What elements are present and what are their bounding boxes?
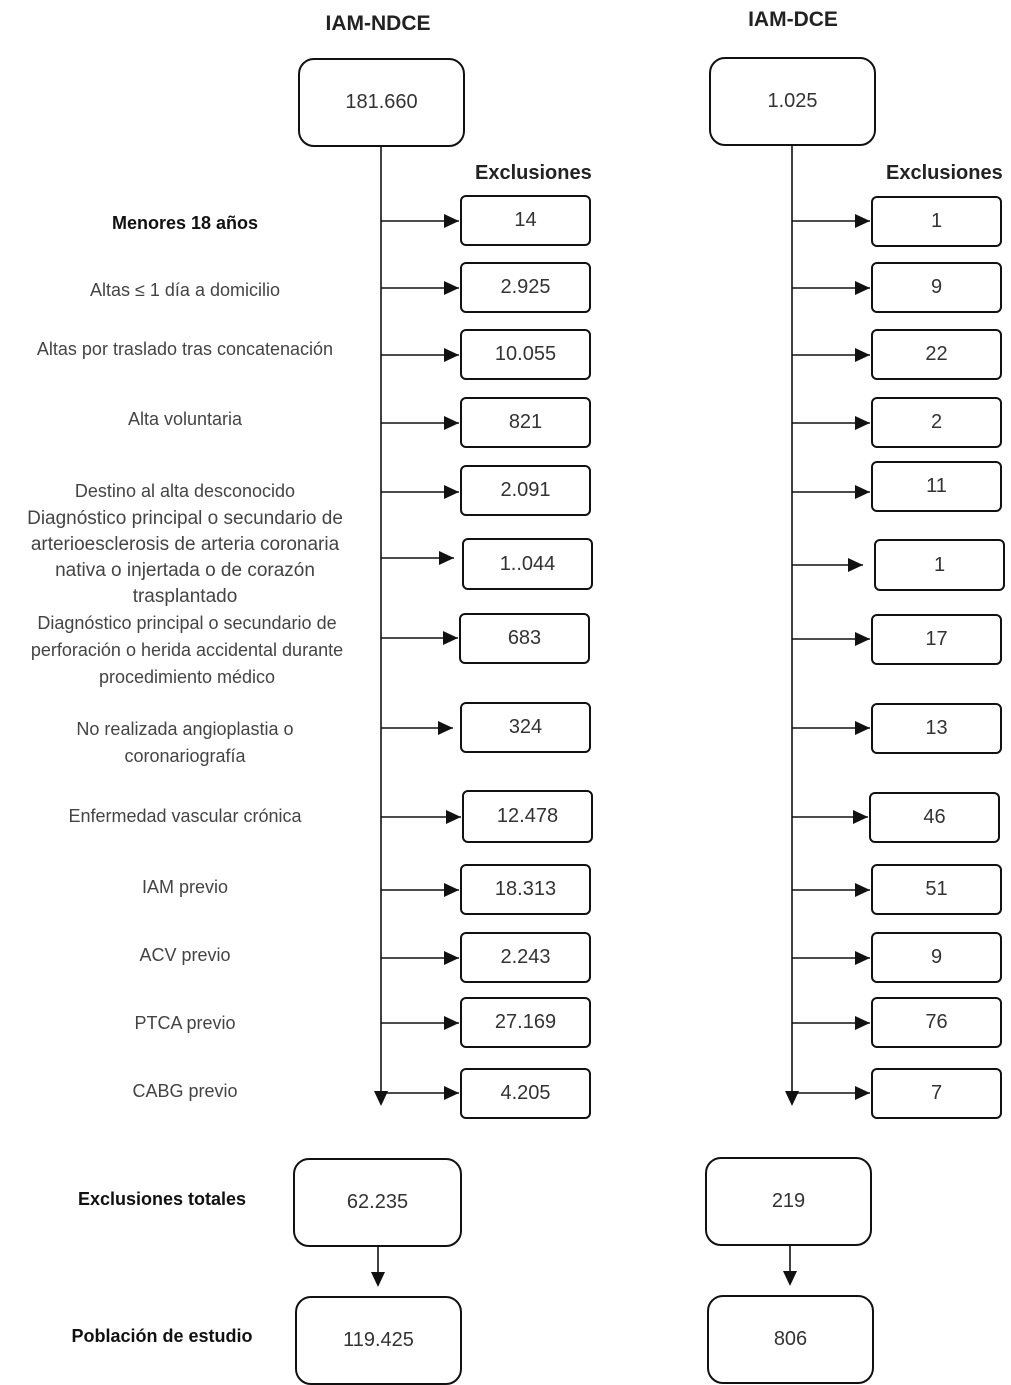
left-exclusion-box: 27.169	[460, 997, 591, 1048]
criterion-label: Alta voluntaria	[127, 409, 243, 429]
right-exclusion-box: 22	[871, 329, 1002, 380]
right-column-title: IAM-DCE	[748, 8, 838, 31]
left-branch-arrowhead	[444, 485, 459, 499]
left-exclusion-box: 683	[459, 613, 590, 664]
right-exclusion-box: 9	[871, 932, 1002, 983]
right-exclusion-box: 51	[871, 864, 1002, 915]
right-branch-arrowhead	[853, 810, 868, 824]
criterion-label: Enfermedad vascular crónica	[68, 806, 302, 826]
right-branch-arrowhead	[855, 485, 870, 499]
criterion-label: Destino al alta desconocido	[74, 481, 296, 501]
total-exclusions-label: Exclusiones totales	[77, 1189, 247, 1209]
left-branch-arrowhead	[439, 551, 454, 565]
left-total-arrowhead	[371, 1272, 385, 1287]
criterion-label: ACV previo	[139, 945, 231, 965]
left-branch-arrowhead	[444, 951, 459, 965]
left-exclusion-box: 10.055	[460, 329, 591, 380]
right-branch-arrowhead	[855, 721, 870, 735]
right-branch-arrowhead	[848, 558, 863, 572]
right-exclusion-box: 17	[871, 614, 1002, 665]
left-branch-arrowhead	[444, 1086, 459, 1100]
right-exclusion-box: 11	[871, 461, 1002, 512]
study-population-label: Población de estudio	[71, 1326, 253, 1346]
right-exclusion-box: 1	[874, 539, 1005, 591]
criterion-label: IAM previo	[141, 877, 229, 897]
left-total-exclusions-box: 62.235	[293, 1158, 462, 1247]
left-branch-arrowhead	[438, 721, 453, 735]
criterion-label: No realizada angioplastia o coronariogra…	[76, 719, 294, 766]
right-start-count-box: 1.025	[709, 57, 876, 146]
right-branch-arrowhead	[855, 951, 870, 965]
criterion-label: Altas por traslado tras concatenación	[36, 339, 334, 359]
left-branch-arrowhead	[444, 883, 459, 897]
right-exclusion-box: 76	[871, 997, 1002, 1048]
left-exclusion-box: 821	[460, 397, 591, 448]
right-branch-arrowhead	[855, 632, 870, 646]
criterion-label: CABG previo	[132, 1081, 238, 1101]
right-total-exclusions-box: 219	[705, 1157, 872, 1246]
right-spine-arrowhead	[785, 1091, 799, 1106]
left-exclusion-box: 12.478	[462, 790, 593, 843]
right-branch-arrowhead	[855, 883, 870, 897]
right-branch-arrowhead	[855, 281, 870, 295]
left-branch-arrowhead	[446, 810, 461, 824]
left-start-count-box: 181.660	[298, 58, 465, 147]
left-exclusions-heading: Exclusiones	[475, 162, 592, 184]
left-spine-arrowhead	[374, 1091, 388, 1106]
right-study-population-box: 806	[707, 1295, 874, 1384]
criterion-label: Diagnóstico principal o secundario de pe…	[30, 613, 344, 687]
right-exclusion-box: 9	[871, 262, 1002, 313]
right-branch-arrowhead	[855, 416, 870, 430]
right-exclusion-box: 1	[871, 196, 1002, 247]
left-branch-arrowhead	[444, 281, 459, 295]
right-exclusion-box: 13	[871, 703, 1002, 754]
left-exclusion-box: 2.925	[460, 262, 591, 313]
left-exclusion-box: 2.091	[460, 465, 591, 516]
left-exclusion-box: 1..044	[462, 538, 593, 590]
right-exclusion-box: 2	[871, 397, 1002, 448]
left-branch-arrowhead	[444, 214, 459, 228]
left-branch-arrowhead	[444, 1016, 459, 1030]
left-branch-arrowhead	[444, 348, 459, 362]
right-total-arrowhead	[783, 1271, 797, 1286]
left-exclusion-box: 2.243	[460, 932, 591, 983]
right-branch-arrowhead	[855, 214, 870, 228]
right-exclusion-box: 46	[869, 792, 1000, 843]
left-column-title: IAM-NDCE	[325, 12, 431, 35]
criterion-label: Menores 18 años	[111, 213, 259, 233]
right-branch-arrowhead	[855, 1086, 870, 1100]
right-exclusion-box: 7	[871, 1068, 1002, 1119]
left-branch-arrowhead	[443, 631, 458, 645]
left-exclusion-box: 4.205	[460, 1068, 591, 1119]
criterion-label: Diagnóstico principal o secundario de ar…	[27, 508, 343, 607]
criterion-label: PTCA previo	[134, 1013, 236, 1033]
right-branch-arrowhead	[855, 348, 870, 362]
right-branch-arrowhead	[855, 1016, 870, 1030]
left-branch-arrowhead	[444, 416, 459, 430]
right-exclusions-heading: Exclusiones	[886, 162, 1003, 184]
left-exclusion-box: 14	[460, 195, 591, 246]
left-study-population-box: 119.425	[295, 1296, 462, 1385]
left-exclusion-box: 18.313	[460, 864, 591, 915]
criterion-label: Altas ≤ 1 día a domicilio	[90, 280, 280, 300]
left-exclusion-box: 324	[460, 702, 591, 753]
